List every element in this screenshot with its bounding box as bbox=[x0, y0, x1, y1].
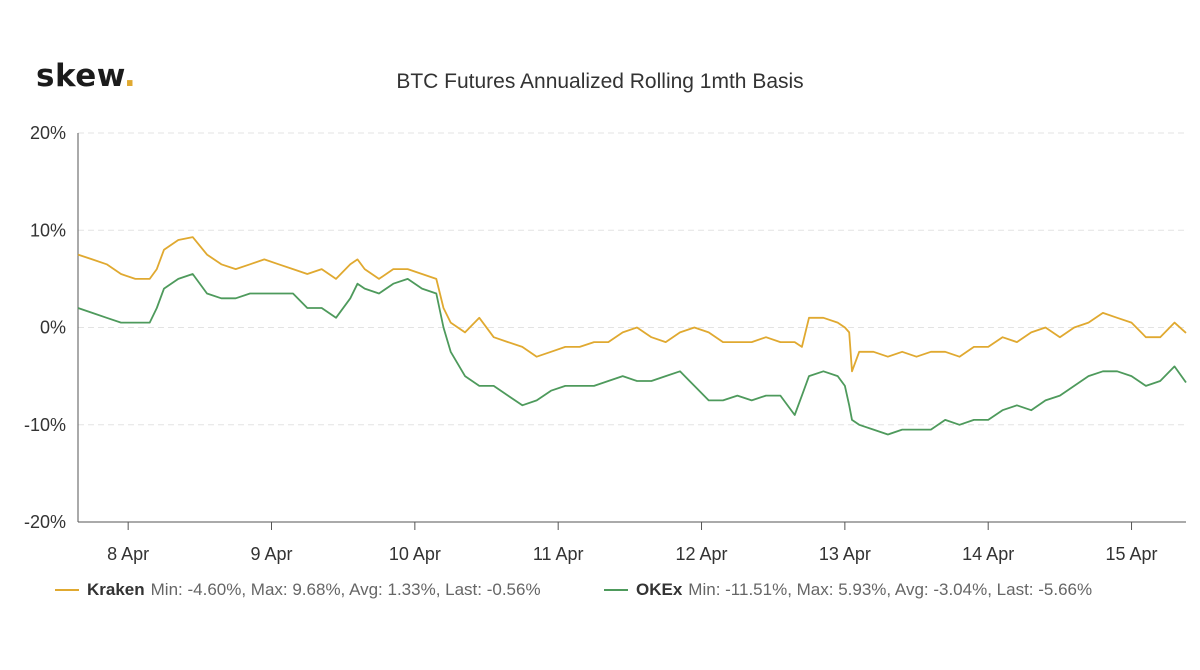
legend-stats-okex: Min: -11.51%, Max: 5.93%, Avg: -3.04%, L… bbox=[688, 580, 1093, 599]
x-axis: 8 Apr 9 Apr 10 Apr 11 Apr 12 Apr 13 Apr 14 Apr… bbox=[78, 521, 1186, 564]
y-axis: 20% 10% 0% -10% -20% bbox=[24, 123, 79, 532]
y-tick-label: -10% bbox=[24, 415, 66, 435]
y-tick-label: 0% bbox=[40, 318, 66, 338]
legend-swatch-okex bbox=[604, 589, 628, 591]
x-tick-label: 8 Apr bbox=[107, 544, 149, 564]
y-tick-label: 20% bbox=[30, 123, 66, 143]
logo-text: skew bbox=[36, 58, 124, 94]
x-tick-label: 13 Apr bbox=[819, 544, 871, 564]
x-tick-label: 11 Apr bbox=[533, 544, 584, 564]
x-tick-label: 12 Apr bbox=[675, 544, 727, 564]
legend-item-kraken[interactable]: Kraken Min: -4.60%, Max: 9.68%, Avg: 1.3… bbox=[55, 580, 541, 600]
grid-lines bbox=[78, 132, 1186, 523]
series-line-kraken bbox=[77, 236, 1187, 373]
legend-name-okex: OKEx bbox=[636, 580, 683, 599]
legend-item-okex[interactable]: OKEx Min: -11.51%, Max: 5.93%, Avg: -3.0… bbox=[604, 580, 1092, 600]
skew-logo: skew. bbox=[36, 58, 136, 94]
logo-dot: . bbox=[123, 58, 137, 94]
x-tick-label: 9 Apr bbox=[250, 544, 292, 564]
legend-stats-kraken: Min: -4.60%, Max: 9.68%, Avg: 1.33%, Las… bbox=[150, 580, 541, 599]
series-line-okex bbox=[77, 273, 1187, 436]
legend-swatch-kraken bbox=[55, 589, 79, 591]
y-tick-label: 10% bbox=[30, 220, 66, 240]
legend-name-kraken: Kraken bbox=[87, 580, 145, 599]
x-tick-label: 10 Apr bbox=[389, 544, 441, 564]
x-tick-label: 14 Apr bbox=[962, 544, 1014, 564]
x-tick-label: 15 Apr bbox=[1106, 544, 1158, 564]
chart-title: BTC Futures Annualized Rolling 1mth Basi… bbox=[396, 70, 804, 93]
y-tick-label: -20% bbox=[24, 512, 66, 532]
series-lines bbox=[77, 236, 1187, 436]
